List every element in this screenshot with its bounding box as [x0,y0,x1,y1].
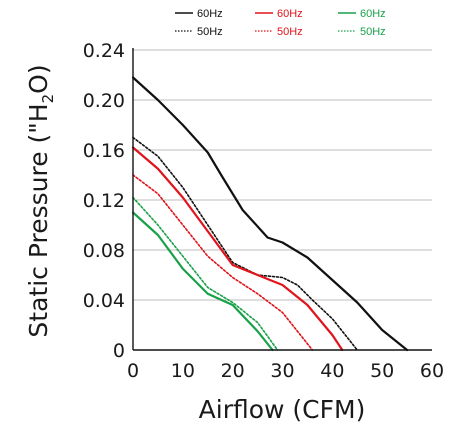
legend: 60Hz 50Hz 60Hz 50Hz 60Hz 50Hz [175,8,386,38]
series-green-dotted-line [132,196,279,351]
y-tick-label-1: 0.04 [83,290,125,312]
x-tick-label-2: 20 [221,360,245,382]
y-axis-title: Static Pressure ("H2O) [24,64,57,337]
legend-label-green-solid: 60Hz [360,8,386,20]
series-lines [131,76,409,352]
series-red-solid-line [131,146,344,352]
y-tick-label-3: 0.12 [83,190,125,212]
x-tick-label-3: 30 [270,360,294,382]
series-green-solid-line [131,211,274,352]
series-black-dotted-line [132,136,359,351]
y-tick-label-6: 0.24 [83,40,125,62]
y-tick-label-0: 0 [113,340,125,362]
y-tick-label-5: 0.20 [83,90,125,112]
legend-label-black-dotted: 50Hz [197,26,223,38]
gridlines [133,49,432,351]
y-axis-title-main: Static Pressure ("H [24,103,53,337]
y-axis-title-tail: O) [24,64,53,93]
tick-labels: 0 10 20 30 40 50 60 0 0.04 0.08 0.12 0.16 0.20 0.24 [83,40,444,382]
x-tick-label-0: 0 [127,360,139,382]
y-axis-title-subscript: 2 [39,94,57,104]
legend-label-red-solid: 60Hz [277,8,303,20]
y-tick-label-2: 0.08 [83,240,125,262]
x-tick-label-6: 60 [420,360,444,382]
series-black-solid-line [131,76,409,352]
x-tick-label-1: 10 [171,360,195,382]
x-tick-label-4: 40 [320,360,344,382]
y-tick-label-4: 0.16 [83,140,125,162]
legend-label-black-solid: 60Hz [197,8,223,20]
axes [132,48,432,351]
x-tick-label-5: 50 [370,360,394,382]
series-red-dotted-line [132,174,314,351]
x-axis-title: Airflow (CFM) [199,395,366,424]
legend-label-green-dotted: 50Hz [360,26,386,38]
legend-label-red-dotted: 50Hz [277,26,303,38]
